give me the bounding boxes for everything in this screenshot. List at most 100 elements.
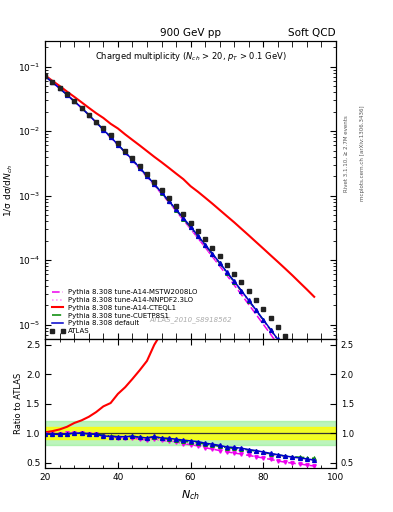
Pythia 8.308 tune-A14-CTEQL1 — [239, 226, 244, 232]
Text: Charged multiplicity ($N_{ch}$ > 20, $p_T$ > 0.1 GeV): Charged multiplicity ($N_{ch}$ > 20, $p_… — [95, 50, 286, 63]
ATLAS — [225, 262, 230, 268]
ATLAS — [167, 195, 171, 201]
Pythia 8.308 tune-A14-MSTW2008LO — [203, 244, 208, 250]
Pythia 8.308 tune-A14-MSTW2008LO — [50, 79, 55, 86]
Pythia 8.308 tune-A14-CTEQL1 — [232, 219, 237, 225]
Pythia 8.308 default — [196, 232, 200, 239]
Line: Pythia 8.308 tune-A14-CTEQL1: Pythia 8.308 tune-A14-CTEQL1 — [45, 75, 314, 297]
ATLAS — [152, 179, 157, 185]
Pythia 8.308 tune-A14-NNPDF2.3LO — [65, 92, 70, 98]
Pythia 8.308 tune-CUETP8S1 — [290, 356, 295, 362]
Pythia 8.308 default — [232, 278, 237, 284]
Pythia 8.308 tune-A14-MSTW2008LO — [79, 105, 84, 111]
Pythia 8.308 tune-A14-CTEQL1 — [174, 170, 178, 177]
Pythia 8.308 default — [283, 347, 288, 353]
Pythia 8.308 tune-A14-MSTW2008LO — [232, 282, 237, 288]
ATLAS — [203, 236, 208, 242]
ATLAS — [232, 270, 237, 276]
Pythia 8.308 tune-CUETP8S1 — [65, 92, 70, 98]
Pythia 8.308 tune-A14-CTEQL1 — [108, 121, 113, 127]
Pythia 8.308 tune-CUETP8S1 — [210, 251, 215, 257]
Pythia 8.308 tune-CUETP8S1 — [123, 149, 128, 155]
Pythia 8.308 tune-A14-CTEQL1 — [275, 259, 280, 265]
ATLAS — [181, 211, 186, 218]
Pythia 8.308 tune-A14-CTEQL1 — [101, 115, 106, 121]
Pythia 8.308 tune-A14-NNPDF2.3LO — [101, 127, 106, 133]
Pythia 8.308 tune-CUETP8S1 — [232, 279, 237, 285]
Pythia 8.308 default — [101, 126, 106, 133]
Pythia 8.308 tune-A14-MSTW2008LO — [86, 112, 91, 118]
Pythia 8.308 tune-A14-MSTW2008LO — [94, 119, 99, 125]
Legend: Pythia 8.308 tune-A14-MSTW2008LO, Pythia 8.308 tune-A14-NNPDF2.3LO, Pythia 8.308: Pythia 8.308 tune-A14-MSTW2008LO, Pythia… — [49, 288, 199, 335]
Pythia 8.308 tune-CUETP8S1 — [86, 112, 91, 118]
Pythia 8.308 tune-CUETP8S1 — [94, 119, 99, 125]
Pythia 8.308 default — [239, 288, 244, 294]
Pythia 8.308 tune-CUETP8S1 — [298, 367, 302, 373]
Pythia 8.308 tune-A14-NNPDF2.3LO — [174, 208, 178, 214]
Line: Pythia 8.308 default: Pythia 8.308 default — [45, 76, 314, 392]
Pythia 8.308 tune-CUETP8S1 — [152, 181, 157, 187]
ATLAS — [210, 245, 215, 251]
Pythia 8.308 default — [72, 98, 77, 104]
Pythia 8.308 tune-A14-NNPDF2.3LO — [290, 357, 295, 364]
Pythia 8.308 tune-A14-MSTW2008LO — [246, 302, 251, 308]
Pythia 8.308 tune-A14-CTEQL1 — [196, 188, 200, 195]
Pythia 8.308 tune-A14-CTEQL1 — [138, 142, 142, 148]
Pythia 8.308 tune-A14-CTEQL1 — [65, 89, 70, 95]
Pythia 8.308 tune-A14-CTEQL1 — [159, 159, 164, 165]
Pythia 8.308 tune-A14-CTEQL1 — [298, 280, 302, 286]
Pythia 8.308 tune-A14-MSTW2008LO — [261, 321, 266, 327]
Pythia 8.308 default — [79, 105, 84, 111]
Pythia 8.308 tune-CUETP8S1 — [181, 216, 186, 222]
Pythia 8.308 tune-CUETP8S1 — [254, 307, 259, 313]
Pythia 8.308 tune-A14-NNPDF2.3LO — [159, 190, 164, 197]
ATLAS — [246, 288, 251, 294]
X-axis label: $N_{ch}$: $N_{ch}$ — [181, 488, 200, 502]
Pythia 8.308 tune-A14-NNPDF2.3LO — [312, 388, 317, 394]
Pythia 8.308 tune-CUETP8S1 — [196, 233, 200, 239]
Pythia 8.308 tune-CUETP8S1 — [159, 189, 164, 196]
Pythia 8.308 tune-A14-CTEQL1 — [79, 99, 84, 105]
ATLAS — [174, 203, 178, 209]
ATLAS — [86, 112, 91, 118]
Pythia 8.308 tune-A14-MSTW2008LO — [290, 362, 295, 368]
ATLAS — [305, 361, 309, 368]
Pythia 8.308 tune-A14-NNPDF2.3LO — [203, 243, 208, 249]
Pythia 8.308 tune-CUETP8S1 — [101, 126, 106, 133]
Pythia 8.308 default — [167, 198, 171, 204]
Pythia 8.308 tune-A14-NNPDF2.3LO — [72, 98, 77, 104]
Pythia 8.308 tune-A14-CTEQL1 — [246, 232, 251, 239]
Pythia 8.308 tune-A14-CTEQL1 — [268, 252, 273, 259]
Pythia 8.308 tune-A14-NNPDF2.3LO — [239, 289, 244, 295]
Pythia 8.308 tune-A14-NNPDF2.3LO — [283, 347, 288, 353]
Pythia 8.308 default — [108, 134, 113, 140]
Pythia 8.308 tune-A14-MSTW2008LO — [108, 134, 113, 140]
ATLAS — [298, 352, 302, 358]
Pythia 8.308 tune-A14-CTEQL1 — [167, 165, 171, 171]
ATLAS — [108, 132, 113, 138]
ATLAS — [188, 220, 193, 226]
Pythia 8.308 default — [217, 260, 222, 266]
ATLAS — [290, 342, 295, 348]
Pythia 8.308 default — [65, 92, 70, 98]
Pythia 8.308 tune-A14-MSTW2008LO — [188, 226, 193, 232]
Pythia 8.308 tune-A14-NNPDF2.3LO — [261, 318, 266, 324]
Pythia 8.308 default — [181, 215, 186, 221]
ATLAS — [268, 315, 273, 321]
Pythia 8.308 tune-CUETP8S1 — [246, 297, 251, 304]
ATLAS — [116, 140, 120, 146]
Pythia 8.308 tune-A14-CTEQL1 — [86, 105, 91, 111]
Text: mcplots.cern.ch [arXiv:1306.3436]: mcplots.cern.ch [arXiv:1306.3436] — [360, 106, 365, 201]
Pythia 8.308 tune-A14-MSTW2008LO — [254, 311, 259, 317]
Pythia 8.308 tune-CUETP8S1 — [225, 269, 230, 275]
Pythia 8.308 tune-A14-CTEQL1 — [130, 137, 135, 143]
Pythia 8.308 tune-A14-MSTW2008LO — [116, 142, 120, 148]
Pythia 8.308 default — [261, 317, 266, 323]
ATLAS — [239, 280, 244, 286]
ATLAS — [283, 333, 288, 339]
Pythia 8.308 tune-CUETP8S1 — [167, 198, 171, 204]
Pythia 8.308 tune-A14-CTEQL1 — [217, 207, 222, 213]
Pythia 8.308 default — [116, 141, 120, 147]
Pythia 8.308 default — [210, 250, 215, 257]
Pythia 8.308 default — [290, 357, 295, 363]
